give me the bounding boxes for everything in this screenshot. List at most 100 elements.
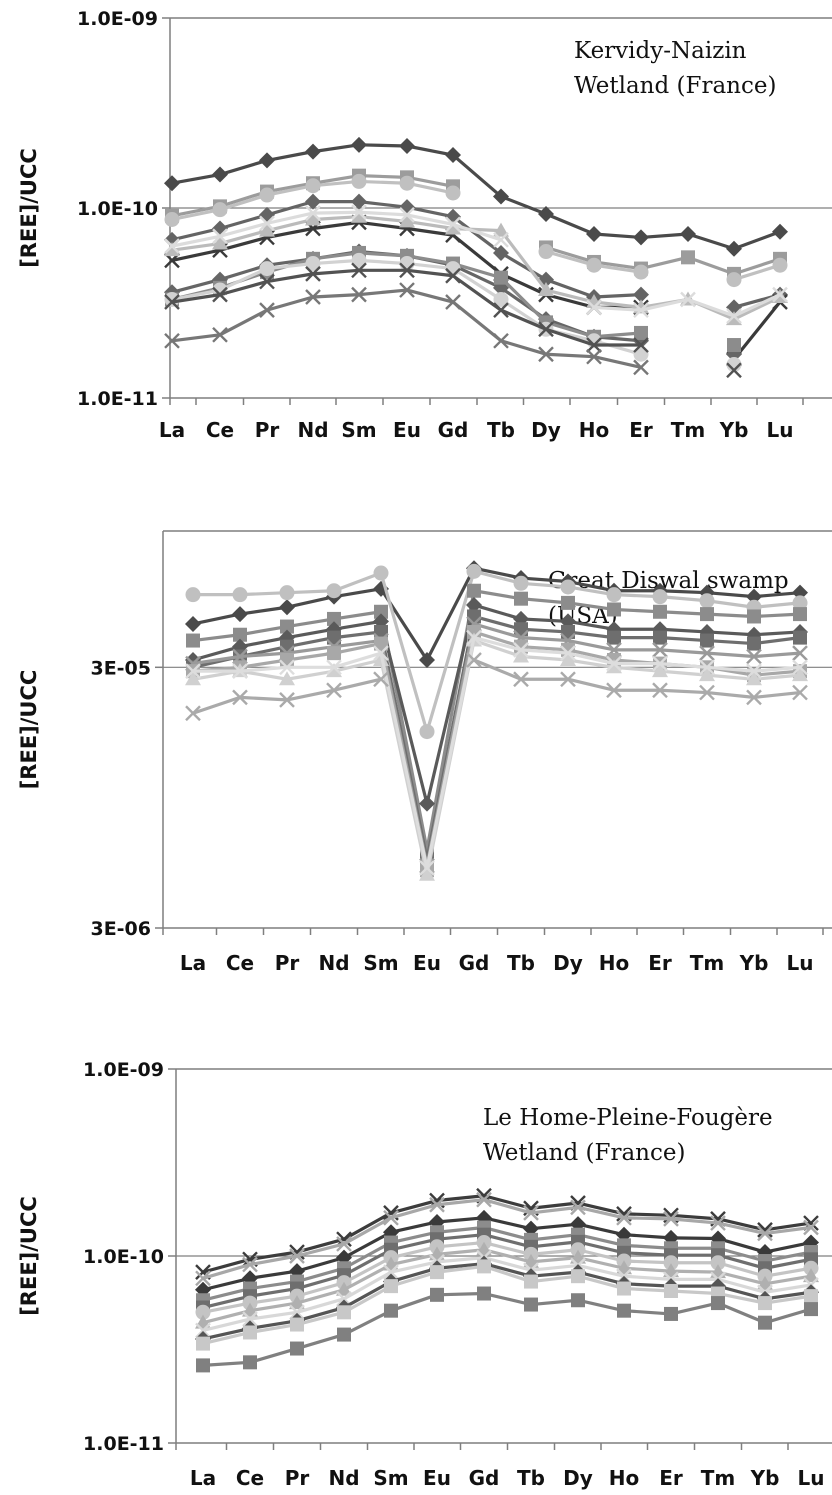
data-point xyxy=(164,332,180,349)
series-line-segment xyxy=(389,1293,439,1313)
series-line-segment xyxy=(451,263,503,290)
series-line-segment xyxy=(519,648,570,655)
series-7 xyxy=(164,204,788,324)
series-line-segment xyxy=(201,1330,252,1346)
data-point xyxy=(652,589,668,605)
series-line-segment xyxy=(658,589,709,595)
x-tick-label-tm: Tm xyxy=(701,1466,735,1490)
data-point xyxy=(652,663,668,678)
series-line-segment xyxy=(482,1264,533,1284)
series-line-segment xyxy=(342,1256,393,1285)
series-line-segment xyxy=(499,339,548,356)
data-point xyxy=(336,1236,352,1252)
x-tick-label-sm: Sm xyxy=(363,951,398,975)
series-line-segment xyxy=(592,293,643,299)
chart-annotation: Wetland (France) xyxy=(483,1140,685,1166)
data-point xyxy=(196,1358,210,1373)
series-4 xyxy=(185,597,808,812)
series-line-segment xyxy=(248,1250,299,1261)
series-line-segment xyxy=(566,585,616,597)
data-point xyxy=(652,642,668,658)
series-line-segment xyxy=(499,297,548,331)
series-line-segment xyxy=(201,1301,252,1314)
data-point xyxy=(746,689,762,706)
data-point xyxy=(726,362,742,379)
data-point xyxy=(429,1196,445,1213)
series-line-segment xyxy=(592,339,643,356)
series-line-segment xyxy=(592,263,643,274)
series-line-segment xyxy=(332,641,383,655)
data-point xyxy=(466,563,482,579)
series-line-segment xyxy=(218,308,269,337)
data-point xyxy=(305,143,321,160)
series-line-segment xyxy=(342,1240,393,1270)
series-line-segment xyxy=(389,1220,439,1234)
series-line-segment xyxy=(285,651,336,662)
data-point xyxy=(259,215,275,232)
data-point xyxy=(586,225,602,242)
series-line-segment xyxy=(295,1237,346,1254)
x-tick-label-dy: Dy xyxy=(553,951,583,975)
data-point xyxy=(419,795,435,812)
series-line-segment xyxy=(248,1322,299,1335)
data-point xyxy=(746,648,762,665)
series-line-segment xyxy=(705,665,756,673)
series-line-segment xyxy=(451,215,503,255)
series-line-segment xyxy=(389,1203,439,1220)
series-line-segment xyxy=(622,1243,673,1250)
series-line-segment xyxy=(763,1294,813,1305)
data-point xyxy=(634,325,648,340)
data-point xyxy=(326,663,342,678)
series-line-segment xyxy=(566,601,616,612)
series-line-segment xyxy=(499,308,548,331)
data-point xyxy=(232,663,248,679)
data-point xyxy=(710,1215,726,1231)
y-tick-label: 1.0E-10 xyxy=(83,1246,164,1268)
series-line-segment xyxy=(529,1233,580,1242)
series-line-segment xyxy=(592,232,643,240)
x-tick-label-la: La xyxy=(159,418,185,442)
series-line-segment xyxy=(311,258,361,266)
series-line-segment xyxy=(529,1201,580,1210)
series-line-segment xyxy=(519,627,570,634)
series-line-segment xyxy=(248,1286,299,1298)
series-line-segment xyxy=(265,211,315,225)
data-point xyxy=(445,185,461,201)
series-10 xyxy=(185,652,808,722)
series-line-segment xyxy=(732,263,782,282)
series-line-segment xyxy=(425,603,476,806)
series-line-segment xyxy=(405,175,455,188)
series-line-segment xyxy=(265,150,315,163)
series-line-segment xyxy=(191,654,242,666)
data-point xyxy=(804,1289,818,1304)
series-line-segment xyxy=(201,1294,252,1310)
data-point xyxy=(699,659,715,676)
data-point xyxy=(633,359,649,376)
data-point xyxy=(699,593,715,609)
series-line-segment xyxy=(170,277,222,294)
series-line-segment xyxy=(295,1288,346,1305)
series-3 xyxy=(164,173,788,288)
data-point xyxy=(212,235,228,250)
series-line-segment xyxy=(576,1263,626,1278)
series-line-segment xyxy=(218,235,269,252)
series-line-segment xyxy=(389,1245,439,1260)
y-tick-label: 1.0E-10 xyxy=(77,198,158,220)
series-line-segment xyxy=(705,612,756,619)
x-tick-label-ho: Ho xyxy=(579,418,609,442)
series-line-segment xyxy=(716,1291,767,1305)
data-point xyxy=(351,286,367,303)
series-line-segment xyxy=(592,260,643,271)
series-line-segment xyxy=(544,212,596,236)
series-line-segment xyxy=(529,1274,580,1284)
data-point xyxy=(279,692,295,708)
chart-annotation: Le Home-Pleine-Fougère xyxy=(483,1105,773,1131)
series-line-segment xyxy=(639,297,690,312)
data-point xyxy=(337,1327,351,1342)
series-line-segment xyxy=(238,605,289,616)
series-line-segment xyxy=(669,1213,720,1221)
x-tick-label-ho: Ho xyxy=(599,951,629,975)
series-line-segment xyxy=(566,630,616,640)
data-point xyxy=(493,302,509,318)
